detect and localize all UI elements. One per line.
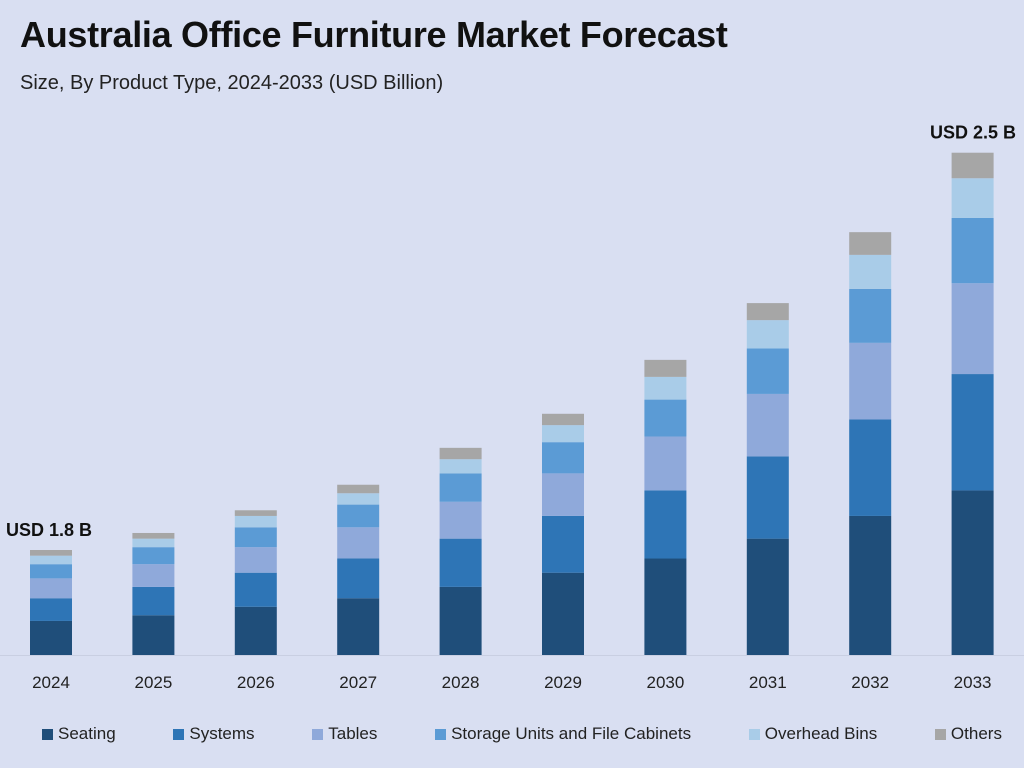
- bar-segment-seating-2031: [746, 538, 789, 655]
- bar-segment-storage-units-and-file-cabinets-2033: [951, 217, 994, 284]
- legend-swatch: [748, 728, 760, 740]
- x-tick-label: 2028: [442, 673, 480, 692]
- legend-item: Others: [934, 724, 1002, 744]
- legend-item: Storage Units and File Cabinets: [435, 724, 691, 744]
- bar-segment-overhead-bins-2026: [234, 515, 277, 528]
- bar-segment-others-2024: [30, 550, 72, 556]
- legend-swatch: [42, 728, 53, 740]
- bar-segment-storage-units-and-file-cabinets-2029: [542, 442, 584, 474]
- bar-segment-others-2033: [951, 152, 994, 179]
- bar-segment-others-2032: [849, 232, 892, 255]
- bar-segment-overhead-bins-2025: [132, 538, 175, 548]
- bar-segment-storage-units-and-file-cabinets-2026: [234, 527, 277, 548]
- bar-segment-others-2026: [234, 510, 277, 516]
- x-tick-label: 2027: [339, 673, 377, 692]
- x-tick-label: 2026: [237, 673, 275, 692]
- bar-segment-storage-units-and-file-cabinets-2028: [439, 473, 482, 502]
- bar-segment-systems-2024: [30, 598, 72, 621]
- value-annotation: USD 1.8 B: [6, 520, 92, 540]
- value-annotation: USD 2.5 B: [930, 123, 1016, 143]
- legend-item: Seating: [42, 724, 116, 744]
- bar-segment-overhead-bins-2030: [644, 376, 687, 400]
- bar-segment-others-2029: [542, 413, 584, 426]
- bar-segment-others-2025: [132, 532, 175, 539]
- bar-segment-tables-2029: [542, 473, 584, 516]
- bar-segment-systems-2027: [337, 558, 380, 599]
- bar-segment-seating-2029: [542, 572, 584, 655]
- legend-label: Systems: [189, 724, 255, 743]
- bar-segment-storage-units-and-file-cabinets-2025: [132, 547, 175, 565]
- legend-label: Tables: [328, 724, 378, 743]
- bar-segment-storage-units-and-file-cabinets-2031: [746, 348, 789, 394]
- bar-segment-systems-2033: [951, 374, 994, 491]
- bar-segment-systems-2025: [132, 586, 175, 616]
- bar-segment-seating-2030: [644, 558, 687, 655]
- legend-label: Others: [950, 724, 1002, 743]
- bar-segment-overhead-bins-2028: [439, 459, 482, 474]
- bar-segment-storage-units-and-file-cabinets-2024: [30, 564, 72, 579]
- bar-segment-tables-2028: [439, 501, 482, 539]
- bar-segment-overhead-bins-2031: [746, 320, 789, 349]
- bar-segment-tables-2024: [30, 578, 72, 599]
- bar-segment-overhead-bins-2027: [337, 493, 380, 505]
- bar-segment-tables-2030: [644, 436, 687, 491]
- x-tick-label: 2025: [134, 673, 172, 692]
- bar-segment-overhead-bins-2029: [542, 425, 584, 443]
- x-tick-label: 2024: [32, 673, 70, 692]
- legend-item: Systems: [173, 724, 255, 744]
- legend-item: Tables: [312, 724, 377, 744]
- x-tick-label: 2032: [851, 673, 889, 692]
- bar-segment-systems-2028: [439, 538, 482, 587]
- bar-segment-tables-2033: [951, 283, 994, 375]
- x-tick-label: 2029: [544, 673, 582, 692]
- chart-legend: Seating Systems Tables Storage Units and Fi…: [42, 724, 1002, 744]
- legend-label: Overhead Bins: [764, 724, 878, 743]
- legend-swatch: [435, 728, 447, 740]
- x-tick-label: 2031: [749, 673, 787, 692]
- x-tick-label: 2030: [646, 673, 684, 692]
- bar-segment-systems-2030: [644, 490, 687, 559]
- bar-segment-storage-units-and-file-cabinets-2030: [644, 399, 687, 437]
- bar-segment-systems-2031: [746, 456, 789, 539]
- chart-title: Australia Office Furniture Market Foreca…: [20, 14, 728, 55]
- legend-item: Overhead Bins: [748, 724, 878, 744]
- bar-segment-seating-2025: [132, 615, 175, 655]
- bar-segment-tables-2026: [234, 547, 277, 573]
- legend-label: Seating: [58, 724, 116, 743]
- bar-segment-tables-2031: [746, 393, 789, 457]
- bar-segment-systems-2029: [542, 515, 584, 573]
- bar-segment-seating-2033: [951, 490, 994, 655]
- bar-segment-others-2031: [746, 303, 789, 321]
- bar-segment-systems-2032: [849, 419, 892, 516]
- bar-segment-storage-units-and-file-cabinets-2032: [849, 288, 892, 343]
- bar-segment-tables-2025: [132, 564, 175, 587]
- bar-segment-seating-2027: [337, 598, 380, 655]
- bar-segment-seating-2028: [439, 586, 482, 655]
- bar-segment-overhead-bins-2024: [30, 555, 72, 565]
- bar-segment-seating-2032: [849, 515, 892, 655]
- bar-segment-seating-2026: [234, 606, 277, 655]
- legend-swatch: [312, 728, 324, 740]
- legend-swatch: [934, 728, 946, 740]
- bar-segment-overhead-bins-2033: [951, 178, 994, 218]
- bar-segment-others-2028: [439, 447, 482, 460]
- bar-segment-systems-2026: [234, 572, 277, 607]
- bar-segment-tables-2032: [849, 342, 892, 420]
- chart-subtitle: Size, By Product Type, 2024-2033 (USD Bi…: [20, 72, 444, 94]
- bar-segment-seating-2024: [30, 620, 72, 655]
- bar-segment-others-2030: [644, 359, 687, 377]
- bar-segment-storage-units-and-file-cabinets-2027: [337, 504, 380, 528]
- bar-segment-others-2027: [337, 484, 380, 494]
- legend-swatch: [173, 728, 185, 740]
- legend-label: Storage Units and File Cabinets: [451, 724, 692, 743]
- bar-segment-tables-2027: [337, 527, 380, 559]
- x-tick-label: 2033: [954, 673, 992, 692]
- bar-segment-overhead-bins-2032: [849, 254, 892, 289]
